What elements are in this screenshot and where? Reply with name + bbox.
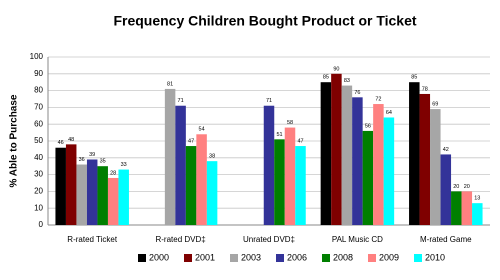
- legend-label: 2000: [149, 252, 169, 262]
- value-label: 13: [474, 196, 480, 202]
- bar: [263, 105, 275, 225]
- bar: [164, 88, 176, 225]
- bar: [320, 82, 332, 225]
- legend-label: 2009: [379, 252, 399, 262]
- y-tick-label: 70: [34, 103, 43, 112]
- y-axis-label: % Able to Purchase: [9, 94, 20, 187]
- bar: [196, 134, 207, 225]
- legend-label: 2010: [425, 252, 445, 262]
- x-tick-label: Unrated DVD‡: [243, 235, 295, 244]
- value-label: 71: [266, 98, 272, 104]
- legend-swatch: [368, 254, 376, 262]
- y-tick-label: 40: [34, 153, 43, 162]
- bar: [472, 203, 483, 225]
- value-label: 64: [386, 110, 392, 116]
- value-label: 38: [209, 154, 215, 160]
- bar: [461, 191, 473, 225]
- value-label: 81: [167, 81, 173, 87]
- value-label: 51: [276, 132, 282, 138]
- bar: [86, 159, 98, 225]
- y-tick-label: 10: [34, 203, 43, 212]
- value-label: 90: [333, 66, 339, 72]
- bar: [383, 117, 395, 225]
- bar: [352, 97, 363, 225]
- legend-label: 2008: [333, 252, 353, 262]
- value-label: 46: [58, 140, 64, 146]
- value-label: 72: [375, 96, 381, 102]
- bar: [440, 154, 452, 225]
- value-label: 39: [89, 152, 95, 158]
- y-tick-label: 30: [34, 170, 43, 179]
- value-label: 69: [432, 102, 438, 108]
- legend-label: 2001: [195, 252, 215, 262]
- legend-swatch: [230, 254, 238, 262]
- bar: [97, 166, 108, 225]
- legend-label: 2006: [287, 252, 307, 262]
- bar: [175, 105, 186, 225]
- value-label: 54: [199, 127, 205, 133]
- bar: [373, 104, 384, 225]
- chart-title: Frequency Children Bought Product or Tic…: [113, 13, 416, 29]
- value-label: 20: [464, 184, 470, 190]
- bar: [295, 146, 306, 225]
- value-label: 35: [100, 159, 106, 165]
- value-label: 85: [323, 75, 329, 81]
- value-label: 33: [121, 162, 127, 168]
- value-label: 56: [365, 123, 371, 129]
- bar: [451, 191, 462, 225]
- value-label: 36: [79, 157, 85, 163]
- legend-swatch: [138, 254, 146, 262]
- value-label: 20: [453, 184, 459, 190]
- legend-swatch: [184, 254, 192, 262]
- y-tick-label: 100: [30, 52, 44, 61]
- legend-swatch: [414, 254, 422, 262]
- value-label: 42: [443, 147, 449, 153]
- bar: [206, 161, 218, 225]
- bar: [107, 177, 119, 225]
- bar: [76, 164, 87, 225]
- bar: [341, 85, 353, 225]
- value-label: 71: [178, 98, 184, 104]
- legend-swatch: [322, 254, 330, 262]
- value-label: 47: [297, 138, 303, 144]
- y-tick-label: 0: [39, 220, 44, 229]
- x-tick-label: PAL Music CD: [332, 235, 383, 244]
- bar: [430, 109, 441, 225]
- value-label: 83: [344, 78, 350, 84]
- value-label: 58: [287, 120, 293, 126]
- y-tick-label: 60: [34, 119, 43, 128]
- value-label: 28: [110, 170, 116, 176]
- x-tick-label: R-rated Ticket: [67, 235, 118, 244]
- value-label: 47: [188, 138, 194, 144]
- value-label: 76: [354, 90, 360, 96]
- bar: [55, 147, 66, 225]
- value-label: 78: [422, 86, 428, 92]
- bar: [409, 82, 420, 225]
- bar: [362, 130, 374, 225]
- bar: [118, 169, 129, 225]
- value-label: 48: [68, 137, 74, 143]
- x-tick-label: R-rated DVD‡: [155, 235, 205, 244]
- x-tick-label: M-rated Game: [420, 235, 472, 244]
- y-tick-label: 80: [34, 86, 43, 95]
- y-tick-label: 20: [34, 187, 43, 196]
- y-tick-label: 50: [34, 136, 43, 145]
- legend-swatch: [276, 254, 284, 262]
- bar: [419, 93, 431, 226]
- bar: [185, 146, 197, 225]
- value-label: 85: [411, 75, 417, 81]
- bar: [331, 73, 342, 225]
- legend-label: 2003: [241, 252, 261, 262]
- y-tick-label: 90: [34, 69, 43, 78]
- bar: [65, 144, 77, 225]
- bar: [284, 127, 296, 225]
- bar: [274, 139, 285, 225]
